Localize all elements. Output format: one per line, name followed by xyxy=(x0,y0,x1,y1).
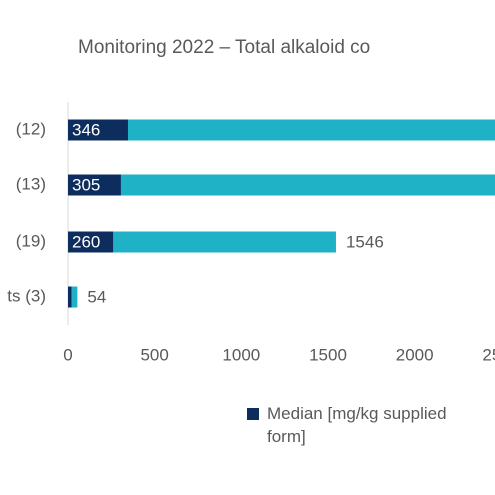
x-tick-label: 1000 xyxy=(222,345,260,364)
bar xyxy=(68,231,336,253)
bar xyxy=(68,174,495,196)
bar-label: 346 xyxy=(72,120,100,139)
y-tick-label: (13) xyxy=(16,174,46,193)
y-tick-label: (19) xyxy=(16,231,46,250)
bar-label: 260 xyxy=(72,232,100,251)
bar xyxy=(68,286,72,308)
x-tick-label: 2500 xyxy=(482,345,495,364)
bar xyxy=(68,119,495,141)
chart-title: Monitoring 2022 – Total alkaloid co xyxy=(78,37,370,58)
legend-swatch xyxy=(247,408,259,420)
bar-label: 305 xyxy=(72,175,100,194)
y-tick-label: ts (3) xyxy=(7,286,46,305)
bar xyxy=(68,231,114,253)
y-tick-label: (12) xyxy=(16,119,46,138)
bar xyxy=(68,174,121,196)
bar xyxy=(68,286,78,308)
x-tick-label: 0 xyxy=(63,345,72,364)
legend-label: Median [mg/kg supplied form] xyxy=(267,404,447,446)
x-tick-label: 500 xyxy=(140,345,168,364)
bar-label: 1546 xyxy=(346,232,384,251)
bar-label: 54 xyxy=(87,287,106,306)
x-tick-label: 1500 xyxy=(309,345,347,364)
bar xyxy=(68,119,128,141)
legend: Median [mg/kg supplied form] xyxy=(247,402,457,448)
x-tick-label: 2000 xyxy=(396,345,434,364)
